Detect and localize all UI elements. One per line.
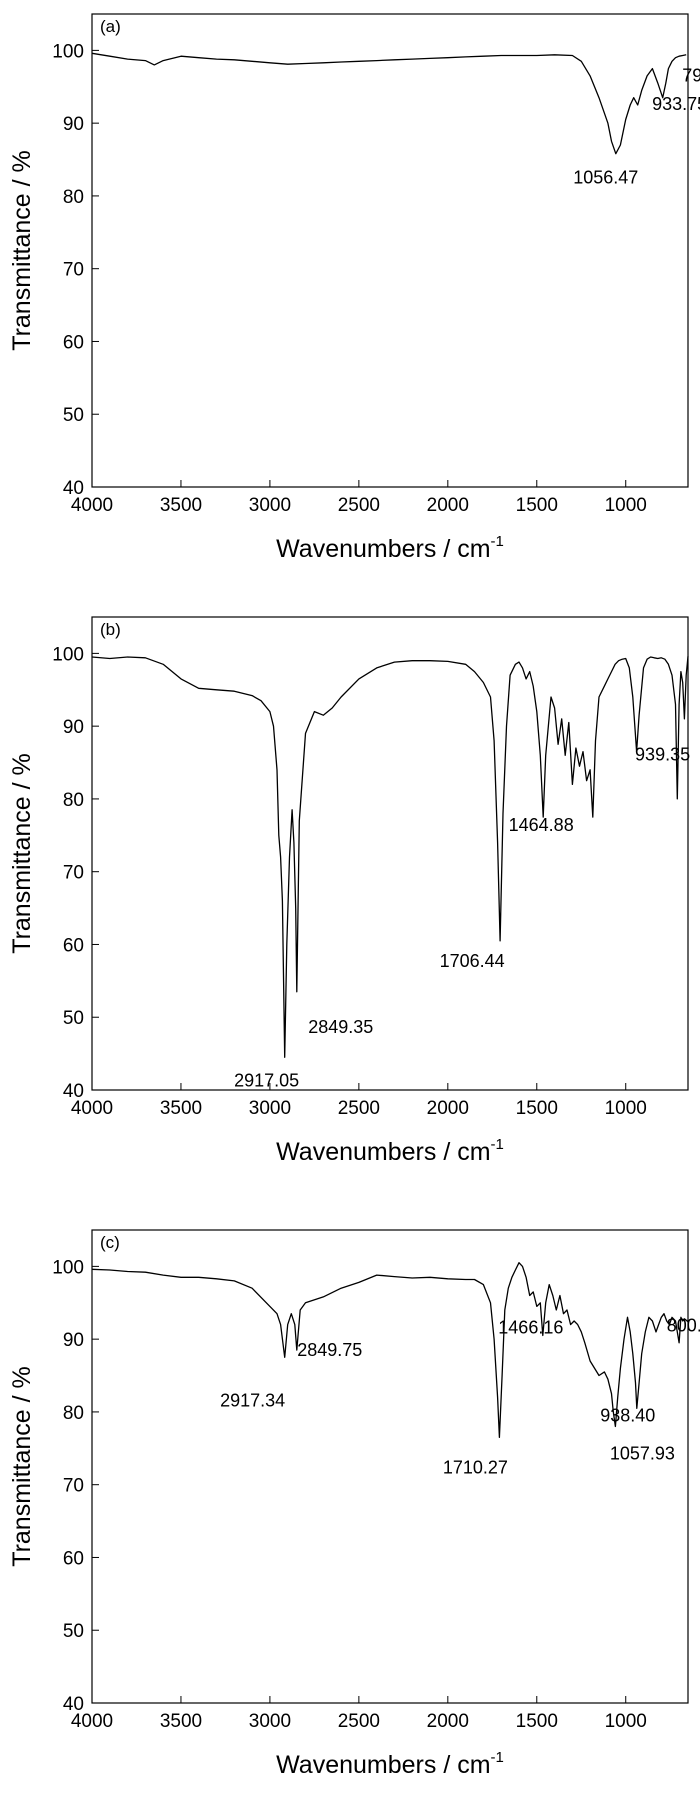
x-tick-label: 2500: [338, 1711, 380, 1732]
peak-label: 1466.16: [498, 1318, 563, 1338]
y-tick-label: 60: [63, 1548, 84, 1569]
x-axis-title: Wavenumbers / cm-1: [276, 1136, 504, 1166]
x-tick-label: 1000: [605, 495, 647, 516]
x-tick-label: 4000: [71, 495, 113, 516]
spectrum-line-0: [91, 52, 687, 155]
x-tick-label: 1000: [605, 1711, 647, 1732]
y-tick-label: 40: [63, 1081, 84, 1102]
peak-label: 933.75: [652, 94, 700, 114]
y-tick-label: 50: [63, 405, 84, 426]
y-tick-label: 90: [63, 114, 84, 135]
peak-label: 1056.47: [573, 168, 638, 188]
y-tick-label: 80: [63, 187, 84, 208]
x-tick-label: 3500: [160, 495, 202, 516]
x-tick-label: 2000: [427, 1098, 469, 1119]
peak-label: 2849.35: [308, 1017, 373, 1037]
panel-label: (a): [100, 17, 121, 36]
panel-c: 4000 3500 3000 2500 2000 1500 1000 40 50 60 70 80 90…: [8, 1229, 700, 1779]
x-tick-label: 1500: [516, 495, 558, 516]
y-tick-label: 100: [52, 1257, 84, 1278]
y-axis-title: Transmittance / %: [8, 150, 36, 351]
x-tick-label: 1000: [605, 1098, 647, 1119]
y-axis-title: Transmittance / %: [8, 753, 36, 954]
peak-label: 939.35: [635, 745, 690, 765]
y-tick-label: 50: [63, 1008, 84, 1029]
y-axis-title: Transmittance / %: [8, 1366, 36, 1567]
x-tick-label: 3000: [249, 495, 291, 516]
x-tick-label: 2000: [427, 495, 469, 516]
peak-label: 1706.44: [440, 951, 505, 971]
plot-frame: [91, 13, 689, 488]
x-tick-label: 1500: [516, 1711, 558, 1732]
x-tick-label: 2500: [338, 495, 380, 516]
peak-label: 1057.93: [610, 1443, 675, 1463]
x-tick-label: 3500: [160, 1098, 202, 1119]
x-axis-title: Wavenumbers / cm-1: [276, 533, 504, 563]
y-tick-label: 40: [63, 1694, 84, 1715]
x-tick-label: 3500: [160, 1711, 202, 1732]
peak-label: 792.75: [682, 66, 700, 86]
peak-label: 2849.75: [297, 1340, 362, 1360]
y-tick-label: 80: [63, 790, 84, 811]
x-tick-label: 4000: [71, 1711, 113, 1732]
peak-label: 1464.88: [509, 815, 574, 835]
y-tick-label: 60: [63, 332, 84, 353]
plot-frame: [91, 616, 689, 1091]
peak-label: 2917.05: [234, 1070, 299, 1090]
spectrum-line-0: [91, 656, 689, 1058]
panel-a: 4000 3500 3000 2500 2000 1500 1000 40 50 60 70 80 90…: [8, 13, 700, 563]
plot-frame: [91, 1229, 689, 1704]
peak-label: 1710.27: [443, 1457, 508, 1477]
peak-label: 800.03: [667, 1315, 700, 1335]
peak-label: 938.40: [600, 1405, 655, 1425]
y-tick-label: 100: [52, 41, 84, 62]
y-tick-label: 70: [63, 1476, 84, 1497]
x-axis-title: Wavenumbers / cm-1: [276, 1749, 504, 1779]
panel-label: (b): [100, 620, 121, 639]
y-tick-label: 100: [52, 644, 84, 665]
x-tick-label: 2000: [427, 1711, 469, 1732]
panel-label: (c): [100, 1233, 120, 1252]
y-tick-label: 70: [63, 260, 84, 281]
x-tick-label: 2500: [338, 1098, 380, 1119]
y-tick-label: 50: [63, 1621, 84, 1642]
y-tick-label: 60: [63, 935, 84, 956]
x-tick-label: 3000: [249, 1711, 291, 1732]
x-tick-label: 1500: [516, 1098, 558, 1119]
y-tick-label: 90: [63, 1330, 84, 1351]
y-tick-label: 40: [63, 478, 84, 499]
spectrum-line-0: [91, 1262, 689, 1439]
x-tick-label: 3000: [249, 1098, 291, 1119]
peak-label: 2917.34: [220, 1390, 285, 1410]
y-tick-label: 80: [63, 1403, 84, 1424]
x-tick-label: 4000: [71, 1098, 113, 1119]
y-tick-label: 90: [63, 717, 84, 738]
panel-b: 4000 3500 3000 2500 2000 1500 1000 40 50 60 70 80 90…: [8, 616, 690, 1166]
y-tick-label: 70: [63, 863, 84, 884]
